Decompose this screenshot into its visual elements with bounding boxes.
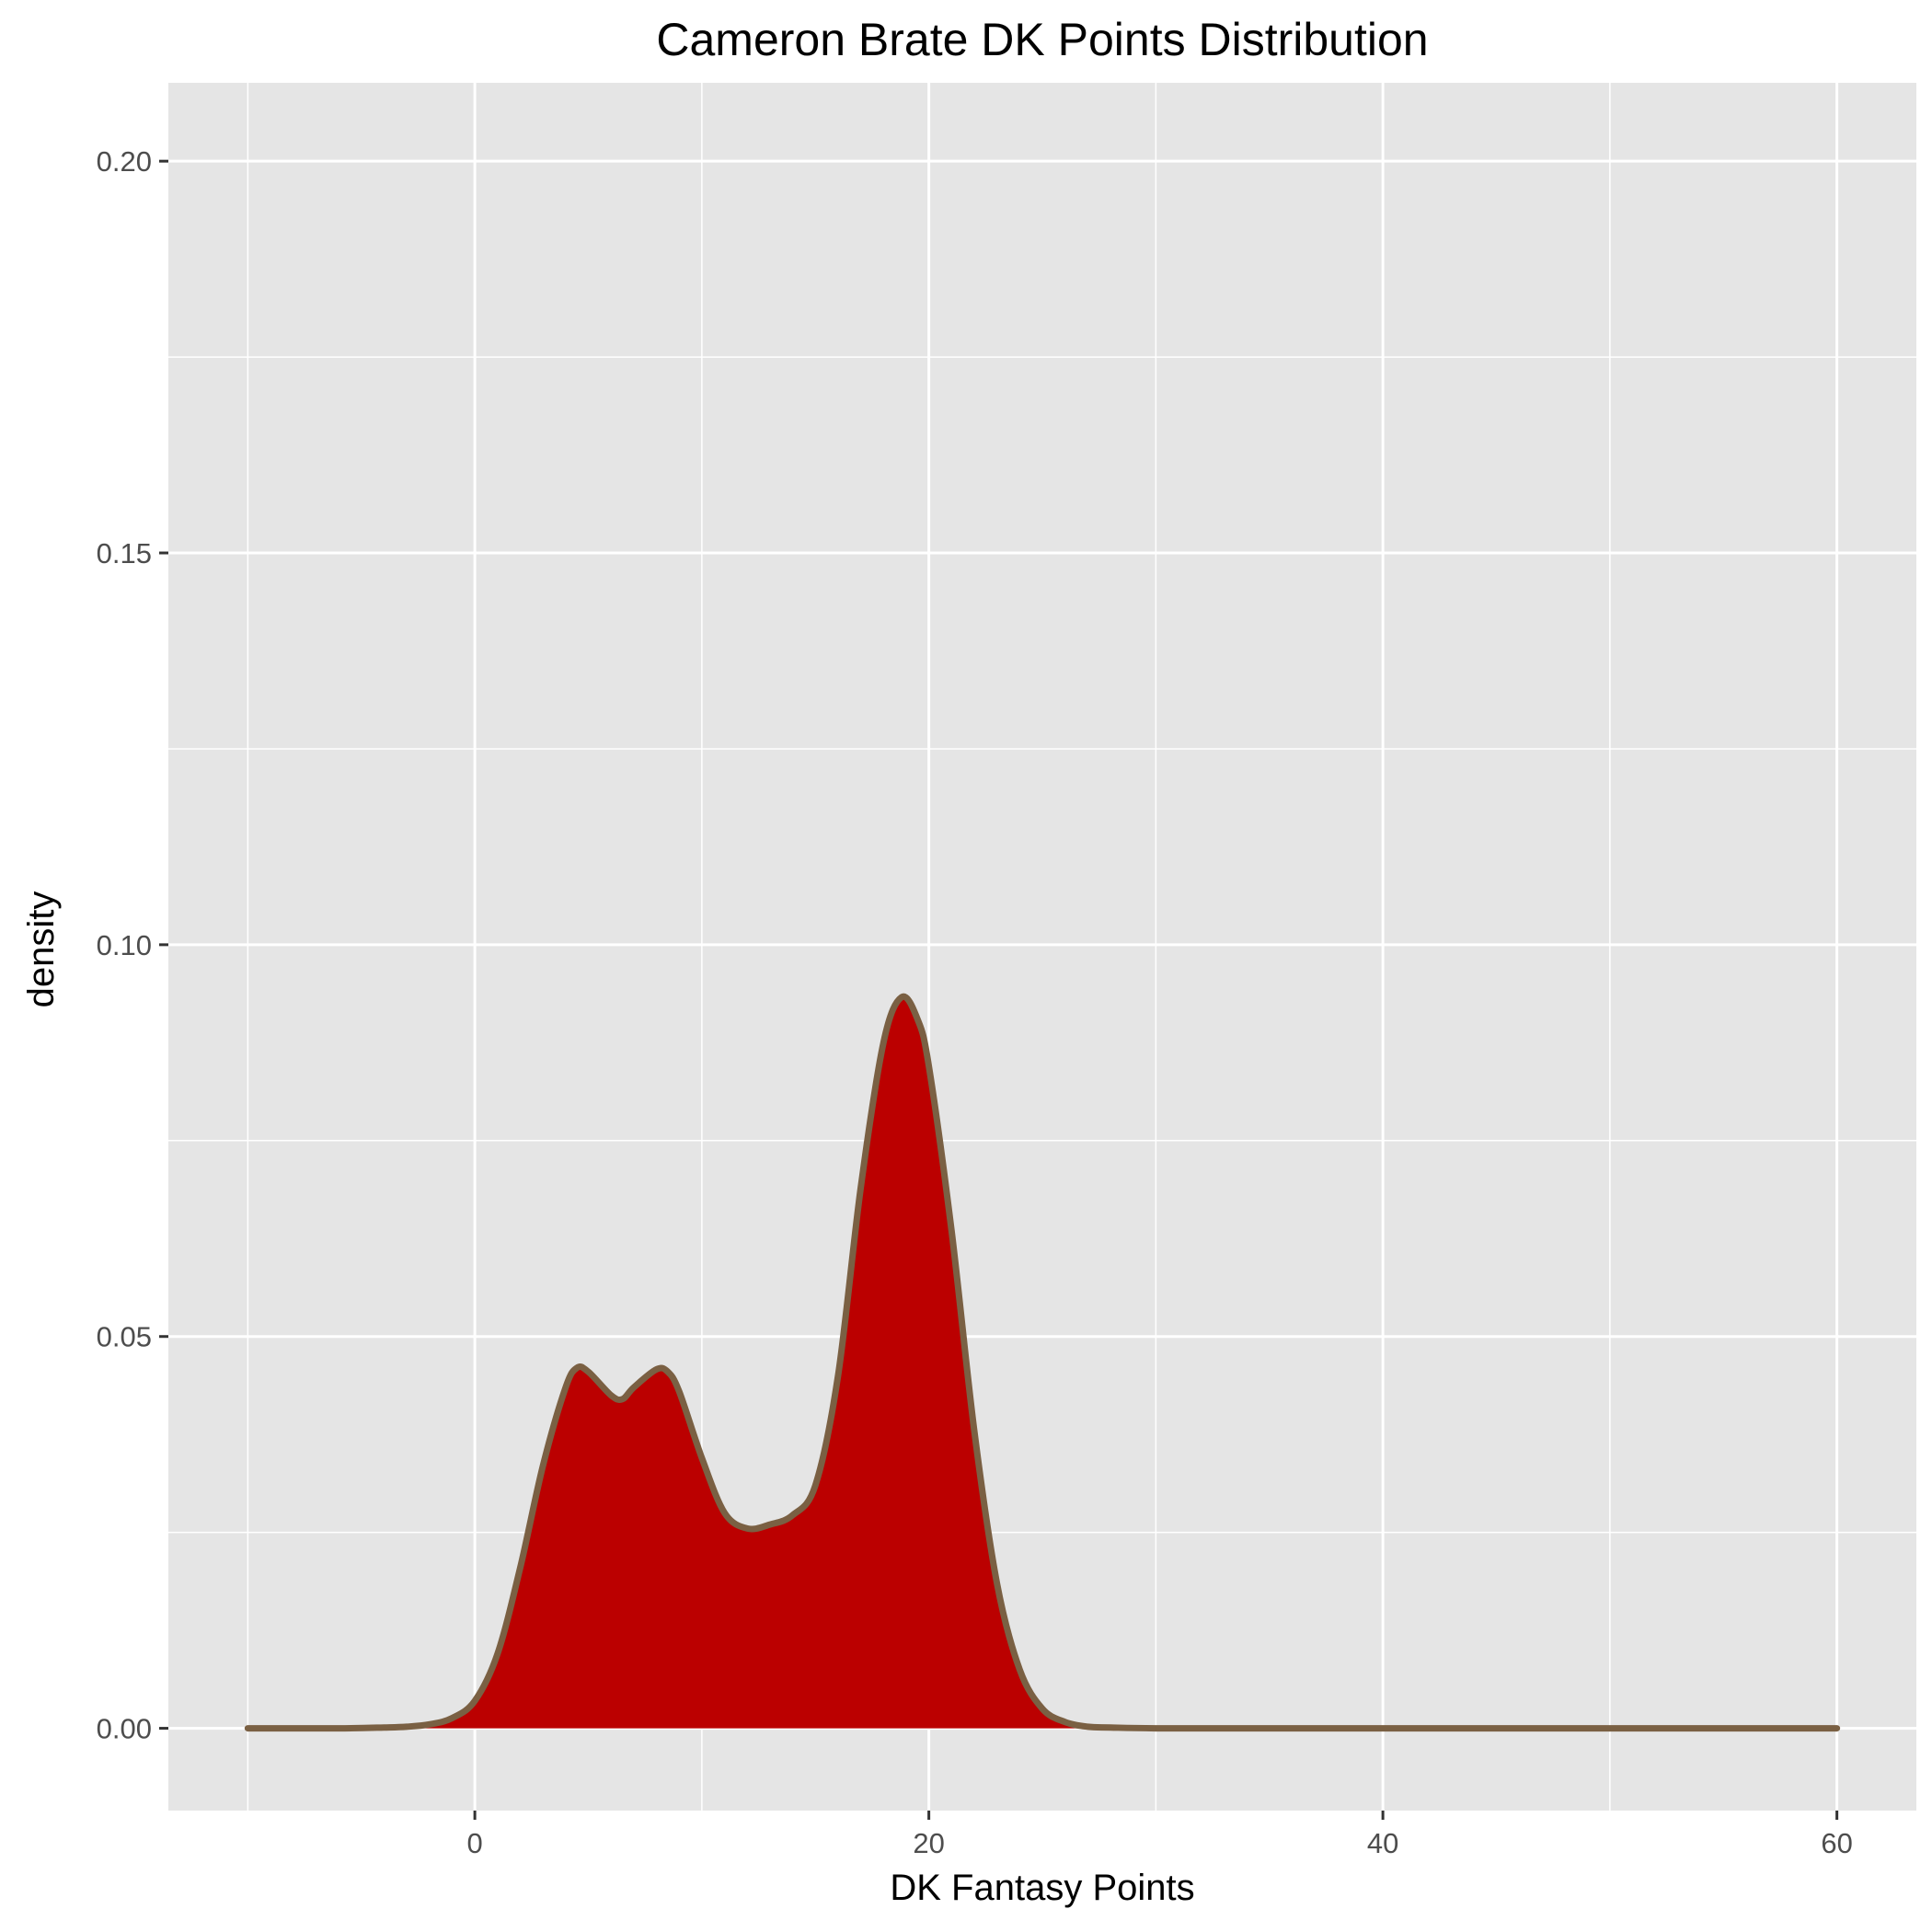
- chart-title: Cameron Brate DK Points Distribution: [656, 14, 1428, 65]
- y-tick-label: 0.00: [97, 1713, 152, 1745]
- density-line: [244, 993, 1841, 1732]
- y-tick-label: 0.15: [97, 537, 152, 569]
- y-axis-title: density: [21, 891, 62, 1008]
- minor-grid: [168, 83, 1916, 1811]
- plot-panel: [168, 83, 1916, 1811]
- y-tick-label: 0.10: [97, 929, 152, 961]
- x-axis-title: DK Fantasy Points: [890, 1868, 1194, 1908]
- axis-ticks: [159, 159, 1839, 1820]
- density-area: [247, 996, 1837, 1729]
- x-tick-label: 60: [1821, 1827, 1852, 1859]
- y-tick-label: 0.05: [97, 1321, 152, 1353]
- x-tick-label: 20: [913, 1827, 944, 1859]
- x-tick-label: 40: [1367, 1827, 1398, 1859]
- x-tick-label: 0: [466, 1827, 482, 1859]
- y-tick-label: 0.20: [97, 145, 152, 178]
- tick-labels: 0 20 40 60 0.00 0.05 0.10 0.15 0.20: [97, 145, 1853, 1859]
